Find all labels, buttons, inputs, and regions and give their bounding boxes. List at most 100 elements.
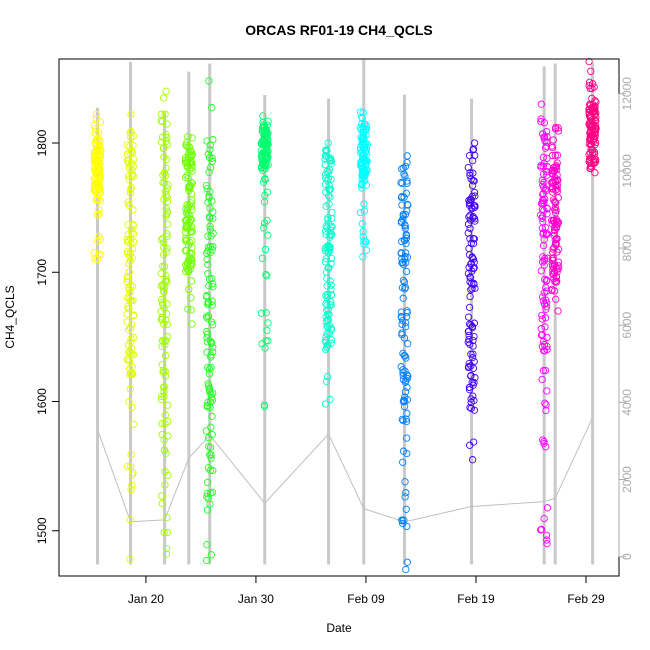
data-point <box>263 216 271 225</box>
data-point <box>399 371 407 380</box>
data-point <box>326 185 334 194</box>
data-point <box>185 285 193 294</box>
data-point <box>553 278 561 286</box>
data-point <box>466 235 474 243</box>
flight-series <box>548 123 563 315</box>
data-point <box>541 144 550 152</box>
data-point <box>587 127 595 135</box>
data-point <box>543 342 551 351</box>
data-point <box>321 227 330 235</box>
data-point <box>551 236 559 244</box>
data-point <box>590 107 599 116</box>
altitude-transit <box>209 434 266 504</box>
data-point <box>325 321 333 329</box>
data-point <box>164 471 172 479</box>
data-point <box>542 277 551 285</box>
flight-series <box>257 112 272 411</box>
data-point <box>539 242 548 250</box>
data-point <box>263 147 271 155</box>
data-point <box>591 169 599 177</box>
data-point <box>161 110 169 118</box>
data-point <box>359 108 367 117</box>
data-point <box>540 261 548 270</box>
data-point <box>187 306 195 314</box>
x-tick-label: Feb 19 <box>457 592 495 606</box>
data-point <box>362 181 371 189</box>
data-point <box>543 171 551 179</box>
data-point <box>96 118 105 126</box>
data-point <box>125 357 134 365</box>
data-point <box>161 341 169 349</box>
data-point <box>125 159 133 168</box>
data-point <box>357 146 365 154</box>
altitude-profile <box>542 66 546 565</box>
data-point <box>551 203 559 212</box>
data-point <box>125 304 133 312</box>
data-point <box>160 392 168 401</box>
data-point <box>399 376 408 384</box>
data-point <box>208 412 216 421</box>
data-point <box>465 331 473 340</box>
data-point <box>548 151 557 160</box>
data-point <box>465 363 473 371</box>
data-point <box>552 239 560 247</box>
data-point <box>469 255 478 263</box>
data-point <box>324 341 332 349</box>
data-point <box>470 319 479 327</box>
data-point <box>158 430 166 439</box>
data-point <box>124 230 132 239</box>
data-point <box>471 151 479 160</box>
data-point <box>162 205 170 213</box>
data-point <box>184 305 192 313</box>
data-point <box>205 275 214 283</box>
data-point <box>160 262 169 271</box>
data-point <box>323 243 331 251</box>
data-point <box>184 132 192 141</box>
x-tick-label: Jan 20 <box>128 592 164 606</box>
data-point <box>124 294 132 302</box>
data-point <box>549 217 557 225</box>
data-point <box>161 481 169 489</box>
data-point <box>182 221 191 229</box>
data-point <box>261 191 269 200</box>
data-point <box>587 67 595 75</box>
data-point <box>590 159 599 167</box>
data-point <box>164 220 172 228</box>
data-point <box>209 208 217 216</box>
data-point <box>399 276 408 285</box>
data-point <box>162 449 170 457</box>
data-point <box>360 200 368 208</box>
data-point <box>157 393 166 401</box>
flight-series <box>397 152 412 574</box>
data-point <box>548 142 556 150</box>
data-point <box>403 522 411 531</box>
data-point <box>186 227 195 236</box>
data-point <box>326 277 334 285</box>
data-point <box>126 189 135 197</box>
data-point <box>541 195 549 203</box>
data-point <box>125 201 134 210</box>
altitude-profile <box>263 95 267 565</box>
data-point <box>161 411 170 419</box>
data-point <box>401 236 409 245</box>
data-point <box>401 319 410 327</box>
data-point <box>469 169 477 177</box>
data-point <box>553 268 561 276</box>
data-point <box>207 423 215 431</box>
data-point <box>158 360 166 369</box>
data-point <box>125 295 134 303</box>
data-point <box>359 227 367 236</box>
data-point <box>160 436 168 444</box>
data-point <box>325 200 333 208</box>
data-point <box>401 224 409 232</box>
data-point <box>539 190 547 199</box>
data-point <box>204 398 212 406</box>
data-point <box>264 337 272 345</box>
data-point <box>125 268 134 276</box>
data-point <box>187 294 195 302</box>
data-point <box>127 486 135 494</box>
data-point <box>360 207 368 215</box>
data-point <box>208 488 217 496</box>
altitude-transit <box>554 417 594 499</box>
data-point <box>163 140 171 149</box>
